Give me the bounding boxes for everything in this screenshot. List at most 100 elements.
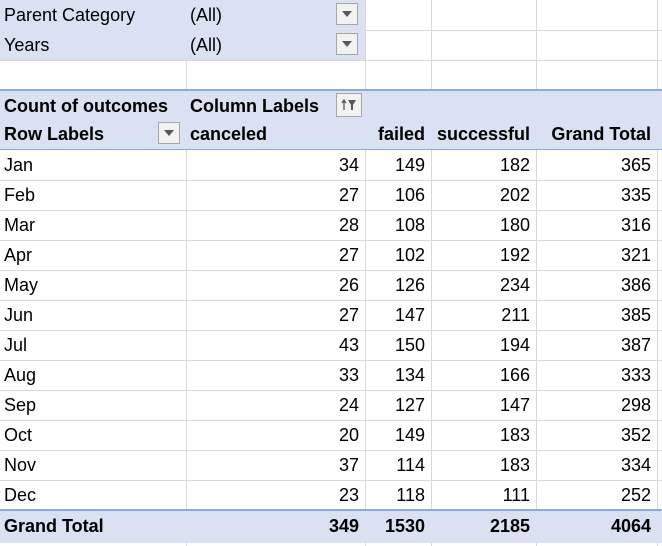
cell-grand-total[interactable]: 333: [620, 365, 651, 385]
cell-canceled[interactable]: 23: [338, 485, 359, 505]
row-label[interactable]: May: [4, 275, 39, 295]
row-label[interactable]: Oct: [4, 425, 33, 445]
cell-grand-total[interactable]: 321: [620, 245, 651, 265]
cell-grand-total[interactable]: 387: [620, 335, 651, 355]
cell-grand-total[interactable]: 252: [620, 485, 651, 505]
row-label[interactable]: Dec: [4, 485, 37, 505]
gridline: [0, 60, 662, 61]
gridline: [0, 180, 662, 181]
gridline: [657, 0, 658, 546]
table-row: Aug 33 134 166 333: [0, 360, 662, 390]
table-row: Dec 23 118 111 252: [0, 480, 662, 510]
chevron-down-icon[interactable]: [158, 122, 180, 144]
cell-successful[interactable]: 192: [499, 245, 530, 265]
cell-grand-total[interactable]: 298: [620, 395, 651, 415]
grand-total-failed: 1530: [384, 516, 425, 536]
cell-failed[interactable]: 149: [394, 425, 425, 445]
chevron-down-icon[interactable]: [336, 3, 358, 25]
table-row: Apr 27 102 192 321: [0, 240, 662, 270]
cell-successful[interactable]: 183: [499, 425, 530, 445]
gridline: [0, 240, 662, 241]
filter-value[interactable]: (All): [186, 30, 365, 60]
row-label[interactable]: Sep: [4, 395, 37, 415]
row-label[interactable]: Feb: [4, 185, 36, 205]
column-header-canceled: canceled: [190, 124, 268, 144]
cell-failed[interactable]: 114: [396, 455, 425, 475]
gridline: [186, 0, 187, 546]
column-labels-header: Column Labels: [190, 96, 320, 116]
cell-successful[interactable]: 234: [499, 275, 530, 295]
cell-failed[interactable]: 150: [394, 335, 425, 355]
cell-failed[interactable]: 149: [394, 155, 425, 175]
cell-successful[interactable]: 211: [501, 305, 530, 325]
filter-sort-icon[interactable]: [336, 93, 362, 117]
table-row: Jun 27 147 211 385: [0, 300, 662, 330]
cell-failed[interactable]: 108: [394, 215, 425, 235]
cell-grand-total[interactable]: 316: [620, 215, 651, 235]
cell-grand-total[interactable]: 334: [620, 455, 651, 475]
cell-canceled[interactable]: 27: [338, 305, 359, 325]
cell-successful[interactable]: 194: [499, 335, 530, 355]
table-row: Sep 24 127 147 298: [0, 390, 662, 420]
cell-failed[interactable]: 127: [394, 395, 425, 415]
cell-grand-total[interactable]: 365: [620, 155, 651, 175]
cell-successful[interactable]: 180: [499, 215, 530, 235]
cell-canceled[interactable]: 43: [338, 335, 359, 355]
cell-failed[interactable]: 147: [394, 305, 425, 325]
table-row: Feb 27 106 202 335: [0, 180, 662, 210]
gridline: [431, 0, 432, 546]
cell-successful[interactable]: 182: [499, 155, 530, 175]
gridline: [0, 390, 662, 391]
column-header-failed: failed: [377, 124, 425, 144]
cell-successful[interactable]: 111: [502, 485, 530, 505]
cell-failed[interactable]: 126: [394, 275, 425, 295]
gridline: [536, 0, 537, 546]
grand-total-canceled: 349: [328, 516, 359, 536]
row-label[interactable]: Jul: [4, 335, 28, 355]
grand-total-label: Grand Total: [4, 516, 104, 536]
cell-canceled[interactable]: 37: [338, 455, 359, 475]
cell-canceled[interactable]: 34: [338, 155, 359, 175]
cell-failed[interactable]: 106: [394, 185, 425, 205]
cell-canceled[interactable]: 24: [338, 395, 359, 415]
cell-failed[interactable]: 118: [396, 485, 425, 505]
gridline: [0, 360, 662, 361]
cell-successful[interactable]: 183: [499, 455, 530, 475]
table-row: May 26 126 234 386: [0, 270, 662, 300]
grand-total-overall: 4064: [610, 516, 651, 536]
gridline: [0, 330, 662, 331]
cell-grand-total[interactable]: 386: [620, 275, 651, 295]
cell-canceled[interactable]: 20: [338, 425, 359, 445]
row-label[interactable]: Aug: [4, 365, 37, 385]
gridline: [0, 450, 662, 451]
row-label[interactable]: Jan: [4, 155, 34, 175]
filter-value[interactable]: (All): [186, 0, 365, 30]
chevron-down-icon[interactable]: [336, 33, 358, 55]
row-labels-header: Row Labels: [4, 124, 105, 144]
row-label[interactable]: Apr: [4, 245, 33, 265]
cell-failed[interactable]: 102: [394, 245, 425, 265]
cell-grand-total[interactable]: 335: [620, 185, 651, 205]
row-label[interactable]: Nov: [4, 455, 37, 475]
cell-grand-total[interactable]: 352: [620, 425, 651, 445]
row-label[interactable]: Mar: [4, 215, 35, 235]
cell-canceled[interactable]: 26: [338, 275, 359, 295]
header-divider: [0, 149, 662, 150]
cell-grand-total[interactable]: 385: [620, 305, 651, 325]
gridline: [0, 420, 662, 421]
cell-successful[interactable]: 166: [499, 365, 530, 385]
column-header-grand-total: Grand Total: [551, 124, 651, 144]
cell-failed[interactable]: 134: [394, 365, 425, 385]
gridline: [0, 210, 662, 211]
cell-canceled[interactable]: 27: [338, 185, 359, 205]
gridline: [0, 270, 662, 271]
row-label[interactable]: Jun: [4, 305, 34, 325]
cell-canceled[interactable]: 27: [338, 245, 359, 265]
table-row: Jul 43 150 194 387: [0, 330, 662, 360]
table-row: Oct 20 149 183 352: [0, 420, 662, 450]
cell-canceled[interactable]: 33: [338, 365, 359, 385]
cell-successful[interactable]: 147: [499, 395, 530, 415]
cell-successful[interactable]: 202: [499, 185, 530, 205]
cell-canceled[interactable]: 28: [338, 215, 359, 235]
